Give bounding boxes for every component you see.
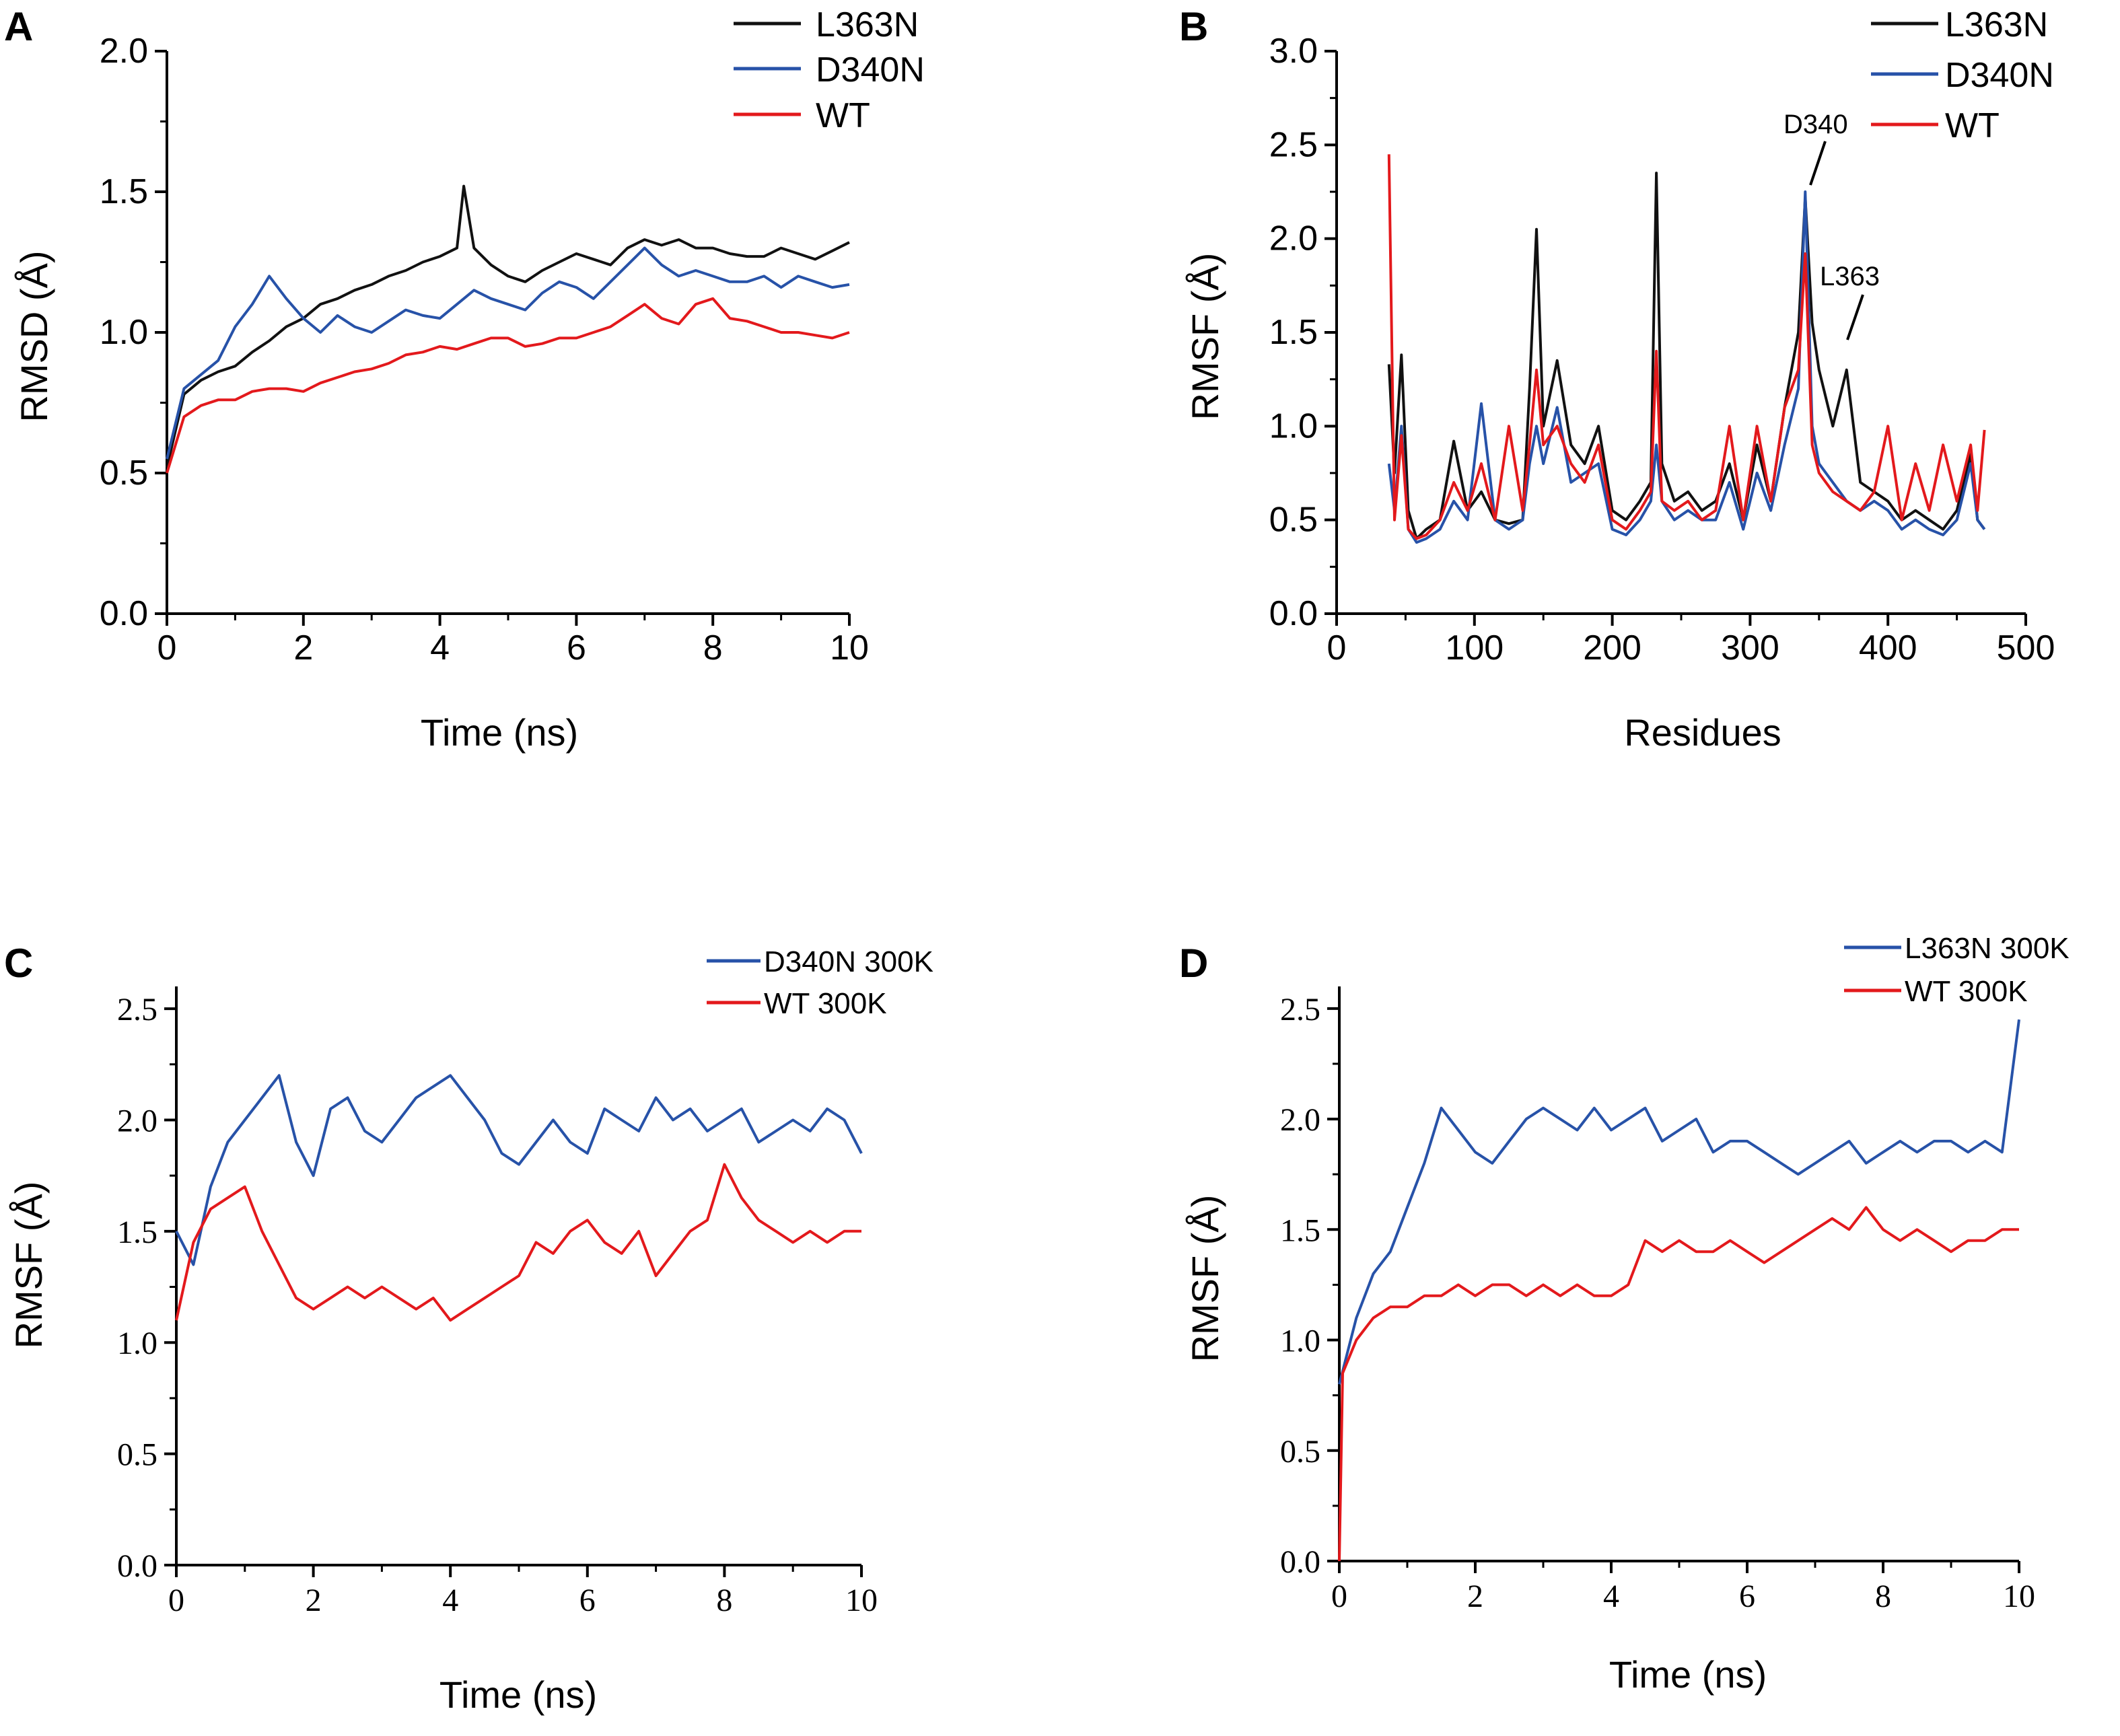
panel-c-x-tick-label: 8 xyxy=(716,1583,732,1618)
panel-d-legend: L363N 300K WT 300K xyxy=(1844,932,2070,1008)
panel-d-y-tick-label: 1.5 xyxy=(1280,1213,1320,1248)
panel-d-x-tick-label: 0 xyxy=(1331,1579,1347,1614)
panel-a-ylabel: RMSD (Å) xyxy=(13,250,55,422)
panel-d-x-tick-label: 10 xyxy=(2003,1579,2035,1614)
panel-c-x-tick-label: 2 xyxy=(306,1583,322,1618)
panel-d-x-tick-label: 2 xyxy=(1467,1579,1483,1614)
panel-d-y-tick-label: 0.0 xyxy=(1280,1544,1320,1580)
panel-b-series-d340n-line xyxy=(1387,190,1986,544)
panel-d-y-tick-label: 2.0 xyxy=(1280,1102,1320,1138)
panel-b-x-tick-label: 400 xyxy=(1859,628,1917,667)
panel-c-y-tick-label: 2.0 xyxy=(117,1103,157,1138)
legend-label-l363n: L363N xyxy=(816,5,919,44)
panel-b-ylabel: RMSF (Å) xyxy=(1184,253,1226,421)
panel-a-legend: L363N D340N WT xyxy=(734,5,925,135)
panel-b-y-tick-label: 1.0 xyxy=(1269,406,1318,445)
annotation-d340-arrow xyxy=(1809,141,1827,186)
panel-b-y-tick-label: 0.0 xyxy=(1269,594,1318,633)
panel-label-a: A xyxy=(4,4,33,49)
panel-b-plot: 0 100 200 300 400 500 0.0 0.5 1.0 1.5 2.0 2.5 3.0 xyxy=(1269,32,2055,667)
panel-a: A RMSD (Å) Time (ns) 0 2 4 6 8 10 0.0 0.5 1.0 1.5… xyxy=(4,4,925,754)
panel-c-plot: 0 2 4 6 8 10 0.0 0.5 1.0 1.5 2.0 2.5 xyxy=(117,986,878,1618)
panel-c-legend: D340N 300K WT 300K xyxy=(707,945,933,1020)
panel-d-x-tick-label: 8 xyxy=(1875,1579,1891,1614)
panel-d-series-wt-300k-line xyxy=(1338,1206,2019,1562)
panel-a-x-tick-label: 2 xyxy=(293,628,313,667)
annotation-d340: D340 xyxy=(1783,110,1848,139)
legend-label-d340n: D340N xyxy=(1945,56,2054,95)
legend-label-d340n-300k: D340N 300K xyxy=(764,945,933,978)
legend-label-d340n: D340N xyxy=(816,50,925,89)
panel-c-series-wt-300k-line xyxy=(175,1163,861,1322)
annotation-l363-arrow xyxy=(1846,294,1864,340)
panel-d-x-tick-label: 6 xyxy=(1739,1579,1755,1614)
panel-b-x-tick-label: 500 xyxy=(1997,628,2055,667)
panel-b-legend: L363N D340N WT xyxy=(1871,5,2054,145)
panel-a-series-d340n-line xyxy=(166,246,850,460)
panel-a-y-tick-label: 0.5 xyxy=(100,454,148,493)
panel-b-x-tick-label: 0 xyxy=(1327,628,1347,667)
panel-a-y-tick-label: 0.0 xyxy=(100,594,148,633)
panel-b-y-tick-label: 3.0 xyxy=(1269,32,1318,71)
panel-c-y-tick-label: 0.5 xyxy=(117,1437,157,1473)
panel-b-y-tick-label: 2.5 xyxy=(1269,125,1318,164)
panel-c-x-tick-label: 10 xyxy=(845,1583,878,1618)
panel-d-x-tick-label: 4 xyxy=(1603,1579,1619,1614)
panel-b-y-tick-label: 2.0 xyxy=(1269,219,1318,258)
annotation-l363: L363 xyxy=(1820,262,1880,291)
panel-c-x-tick-label: 0 xyxy=(168,1583,184,1618)
panel-c-series-d340n-300k-line xyxy=(175,1074,863,1266)
legend-label-wt: WT xyxy=(816,96,870,135)
panel-b-y-tick-label: 1.5 xyxy=(1269,313,1318,352)
panel-d-y-tick-label: 1.0 xyxy=(1280,1324,1320,1359)
panel-a-series-l363n-line xyxy=(166,184,850,468)
panel-b-x-tick-label: 300 xyxy=(1721,628,1779,667)
panel-b-xlabel: Residues xyxy=(1624,711,1781,754)
panel-d: D RMSF (Å) Time (ns) 0 2 4 6 8 10 0.0 0.5 1.0 1.5… xyxy=(1179,932,2070,1696)
panel-d-plot: 0 2 4 6 8 10 0.0 0.5 1.0 1.5 2.0 2.5 xyxy=(1280,986,2035,1614)
panel-b-series-l363n-line xyxy=(1387,172,1986,540)
panel-c-y-tick-label: 2.5 xyxy=(117,992,157,1027)
panel-a-y-tick-label: 2.0 xyxy=(100,32,148,71)
panel-c-y-tick-label: 1.0 xyxy=(117,1326,157,1361)
panel-a-series-wt-line xyxy=(166,297,850,474)
panel-b-series-wt-line xyxy=(1387,154,1986,540)
panel-b: B RMSF (Å) Residues 0 100 200 300 400 5000.00… xyxy=(1179,4,2055,754)
legend-label-wt-300k: WT 300K xyxy=(1905,975,2028,1008)
legend-label-wt-300k: WT 300K xyxy=(764,987,887,1020)
panel-a-x-tick-label: 8 xyxy=(703,628,723,667)
panel-c-x-tick-label: 4 xyxy=(442,1583,458,1618)
panel-label-b: B xyxy=(1179,4,1208,49)
panel-c-y-tick-label: 1.5 xyxy=(117,1215,157,1250)
panel-a-x-tick-label: 4 xyxy=(430,628,450,667)
panel-b-x-tick-label: 200 xyxy=(1583,628,1641,667)
panel-b-annotations: D340 L363 xyxy=(1783,110,1880,340)
panel-a-x-tick-label: 10 xyxy=(830,628,869,667)
panel-d-series-l363n-300k-line xyxy=(1338,1019,2020,1385)
panel-d-ylabel: RMSF (Å) xyxy=(1184,1195,1226,1363)
panel-c-xlabel: Time (ns) xyxy=(439,1673,597,1716)
legend-label-l363n: L363N xyxy=(1945,5,2048,44)
panel-c-ylabel: RMSF (Å) xyxy=(7,1182,50,1349)
panel-d-y-tick-label: 2.5 xyxy=(1280,992,1320,1027)
legend-label-wt: WT xyxy=(1945,106,2000,145)
panel-d-y-tick-label: 0.5 xyxy=(1280,1434,1320,1470)
panel-a-plot: 0 2 4 6 8 10 0.0 0.5 1.0 1.5 2.0 xyxy=(100,32,869,667)
panel-a-x-tick-label: 0 xyxy=(157,628,177,667)
panel-b-x-tick-label: 100 xyxy=(1445,628,1504,667)
panel-a-x-tick-label: 6 xyxy=(567,628,586,667)
panel-label-d: D xyxy=(1179,941,1208,986)
panel-c-x-tick-label: 6 xyxy=(579,1583,596,1618)
panel-d-xlabel: Time (ns) xyxy=(1609,1653,1767,1696)
panel-c-y-tick-label: 0.0 xyxy=(117,1548,157,1584)
panel-a-y-tick-label: 1.5 xyxy=(100,172,148,211)
panel-a-xlabel: Time (ns) xyxy=(421,711,578,754)
legend-label-l363n-300k: L363N 300K xyxy=(1905,932,2070,965)
panel-c: C RMSF (Å) Time (ns) 0 2 4 6 8 10 0.0 0.5 1.0 1.5… xyxy=(4,941,933,1716)
panel-b-y-tick-label: 0.5 xyxy=(1269,501,1318,540)
panel-a-y-tick-label: 1.0 xyxy=(100,313,148,352)
panel-label-c: C xyxy=(4,941,33,986)
